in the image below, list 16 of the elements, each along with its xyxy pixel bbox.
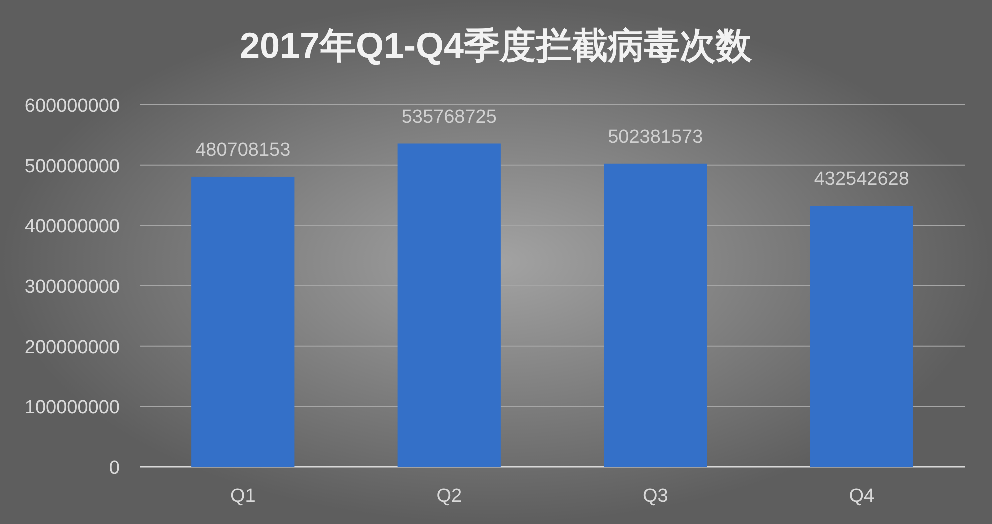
y-tick-label: 0 — [109, 458, 120, 479]
data-label: 502381573 — [608, 126, 704, 148]
y-tick-label: 300000000 — [24, 277, 120, 298]
y-tick-label: 500000000 — [24, 156, 120, 178]
data-label: 432542628 — [814, 169, 910, 190]
chart-title: 2017年Q1-Q4季度拦截病毒次数 — [240, 25, 754, 66]
y-tick-label: 200000000 — [24, 337, 120, 358]
x-tick-label: Q3 — [642, 486, 668, 507]
y-tick-label: 400000000 — [24, 216, 120, 238]
y-tick-label: 100000000 — [24, 398, 120, 419]
x-tick-label: Q4 — [849, 486, 875, 507]
data-label: 480708153 — [196, 140, 291, 161]
x-tick-label: Q2 — [436, 486, 462, 507]
data-label: 535768725 — [402, 106, 497, 128]
y-tick-label: 600000000 — [24, 96, 120, 117]
x-tick-label: Q1 — [230, 486, 256, 507]
